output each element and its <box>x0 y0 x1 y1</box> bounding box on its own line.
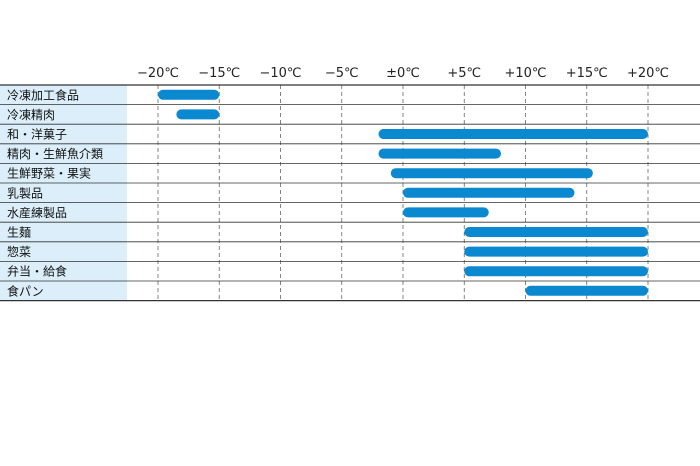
x-tick-label: +15℃ <box>566 66 608 81</box>
range-bar <box>403 207 489 218</box>
category-label: 食パン <box>7 283 44 298</box>
category-label: 水産練製品 <box>7 205 67 220</box>
x-tick-label: −20℃ <box>137 66 179 81</box>
category-label: 惣菜 <box>7 244 31 259</box>
x-tick-label: ±0℃ <box>386 66 420 81</box>
range-bar <box>176 109 220 120</box>
x-axis-ticks: −20℃ −15℃ −10℃ −5℃ ±0℃ +5℃ +10℃ +15℃ +20℃ <box>137 66 669 81</box>
category-label: 精肉・生鮮魚介類 <box>7 147 103 161</box>
range-bar <box>378 129 648 139</box>
range-bar <box>464 227 648 237</box>
range-bars <box>158 89 648 296</box>
x-tick-label: −15℃ <box>198 66 240 81</box>
range-bar <box>403 187 575 198</box>
x-tick-label: −10℃ <box>259 66 301 81</box>
x-tick-label: +10℃ <box>504 66 546 81</box>
category-label: 冷凍精肉 <box>7 108 55 122</box>
range-bar <box>464 246 648 257</box>
row-separators <box>0 84 700 302</box>
category-label: 乳製品 <box>7 186 43 200</box>
category-label: 弁当・給食 <box>7 264 67 279</box>
x-tick-label: +20℃ <box>627 66 669 81</box>
range-bar <box>158 89 220 100</box>
range-bar <box>378 148 501 159</box>
range-bar <box>390 168 593 179</box>
range-bar <box>464 266 648 277</box>
x-tick-label: −5℃ <box>325 66 359 81</box>
x-tick-label: +5℃ <box>447 66 481 81</box>
range-bar <box>525 285 648 296</box>
category-label: 生麺 <box>7 226 31 240</box>
category-label: 生鮮野菜・果実 <box>7 166 91 181</box>
category-label: 和・洋菓子 <box>7 127 67 142</box>
category-label: 冷凍加工食品 <box>7 87 79 102</box>
label-column-background <box>0 85 127 301</box>
category-labels: 冷凍加工食品冷凍精肉和・洋菓子精肉・生鮮魚介類生鮮野菜・果実乳製品水産練製品生麺… <box>7 87 103 298</box>
